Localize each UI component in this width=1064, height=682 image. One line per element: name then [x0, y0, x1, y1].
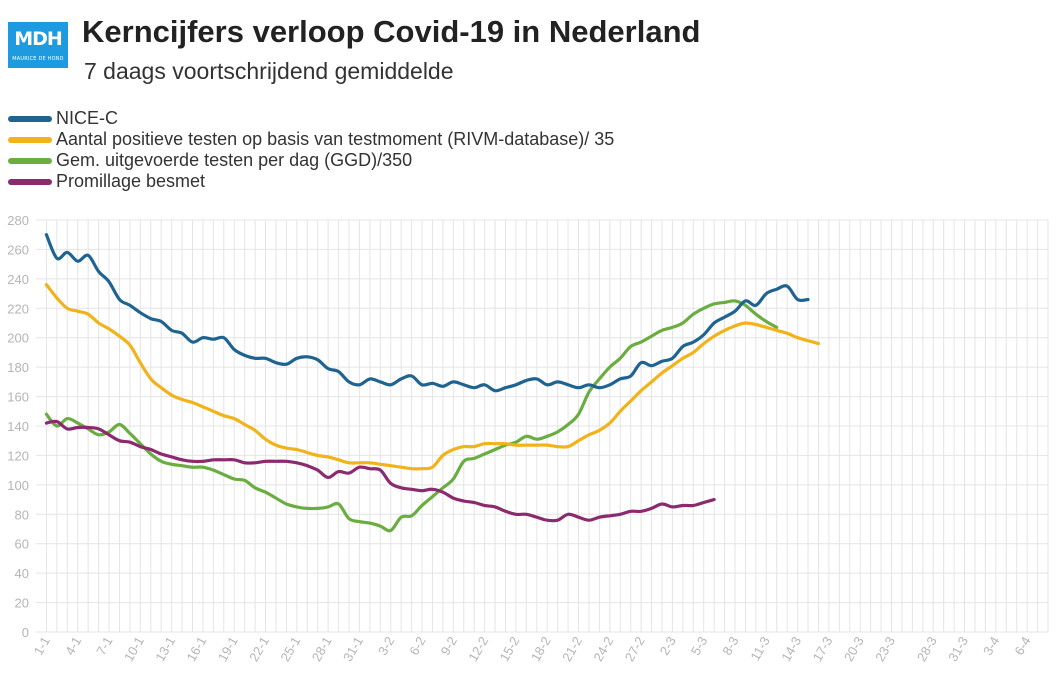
- x-tick-label: 31-3: [945, 634, 971, 664]
- x-tick-label: 6-4: [1011, 634, 1033, 658]
- x-tick-label: 17-3: [809, 634, 835, 664]
- x-tick-label: 1-1: [31, 634, 53, 658]
- legend-swatch: [8, 136, 52, 143]
- y-tick-label: 60: [15, 537, 29, 552]
- x-tick-label: 25-1: [277, 634, 303, 664]
- x-tick-label: 16-1: [184, 634, 210, 664]
- x-tick-label: 5-3: [688, 634, 710, 658]
- x-tick-label: 28-3: [914, 634, 940, 664]
- x-tick-label: 2-3: [657, 634, 679, 658]
- y-tick-label: 240: [7, 272, 29, 287]
- legend-item-promillage-besmet: Promillage besmet: [8, 171, 614, 192]
- legend-item-uitgevoerde-testen: Gem. uitgevoerde testen per dag (GGD)/35…: [8, 150, 614, 171]
- x-tick-label: 24-2: [590, 634, 616, 664]
- x-tick-label: 28-1: [309, 634, 335, 664]
- x-tick-label: 10-1: [121, 634, 147, 664]
- x-tick-label: 15-2: [497, 634, 523, 664]
- y-tick-label: 280: [7, 213, 29, 228]
- x-tick-label: 18-2: [528, 634, 554, 664]
- x-tick-label: 19-1: [215, 634, 241, 664]
- x-tick-label: 31-1: [340, 634, 366, 664]
- y-tick-label: 0: [22, 625, 29, 640]
- chart-title: Kerncijfers verloop Covid-19 in Nederlan…: [82, 14, 701, 49]
- mdh-logo: MDH MAURICE DE HOND: [8, 22, 68, 68]
- logo-subtext: MAURICE DE HOND: [12, 56, 64, 62]
- x-tick-label: 3-4: [980, 634, 1002, 658]
- y-tick-label: 80: [15, 507, 29, 522]
- legend-swatch: [8, 157, 52, 164]
- x-tick-label: 21-2: [559, 634, 585, 664]
- chart-subtitle: 7 daags voortschrijdend gemiddelde: [84, 58, 454, 84]
- chart-legend: NICE-C Aantal positieve testen op basis …: [8, 108, 614, 192]
- y-tick-label: 140: [7, 419, 29, 434]
- series-line: [44, 419, 716, 523]
- x-tick-label: 9-2: [438, 634, 460, 658]
- x-tick-label: 23-3: [872, 634, 898, 664]
- x-tick-label: 14-3: [778, 634, 804, 664]
- x-tick-label: 11-3: [747, 634, 773, 663]
- x-tick-label: 6-2: [406, 634, 428, 658]
- x-tick-label: 8-3: [719, 634, 741, 658]
- y-tick-label: 160: [7, 390, 29, 405]
- legend-label: Gem. uitgevoerde testen per dag (GGD)/35…: [56, 150, 413, 170]
- y-tick-label: 40: [15, 566, 29, 581]
- x-tick-label: 3-2: [375, 634, 397, 658]
- y-tick-label: 20: [15, 596, 29, 611]
- legend-label: NICE-C: [56, 108, 118, 128]
- x-tick-label: 7-1: [93, 634, 115, 658]
- x-tick-label: 4-1: [62, 634, 84, 658]
- series-line: [44, 299, 779, 533]
- y-tick-label: 180: [7, 360, 29, 375]
- series-line: [44, 233, 810, 393]
- legend-item-positieve-testen: Aantal positieve testen op basis van tes…: [8, 129, 614, 150]
- logo-text: MDH: [14, 28, 63, 50]
- legend-item-nice-c: NICE-C: [8, 108, 614, 129]
- legend-label: Promillage besmet: [56, 171, 206, 191]
- x-tick-label: 12-2: [465, 634, 491, 664]
- series-line: [44, 283, 821, 471]
- y-tick-label: 220: [7, 301, 29, 316]
- x-tick-label: 20-3: [841, 634, 867, 664]
- x-tick-label: 22-1: [246, 634, 272, 664]
- y-tick-label: 100: [7, 478, 29, 493]
- legend-swatch: [8, 115, 52, 122]
- x-tick-label: 27-2: [622, 634, 648, 664]
- legend-label: Aantal positieve testen op basis van tes…: [56, 129, 615, 149]
- y-tick-label: 200: [7, 331, 29, 346]
- y-tick-label: 260: [7, 242, 29, 257]
- x-tick-label: 13-1: [152, 634, 178, 664]
- legend-swatch: [8, 178, 52, 185]
- y-tick-label: 120: [7, 448, 29, 463]
